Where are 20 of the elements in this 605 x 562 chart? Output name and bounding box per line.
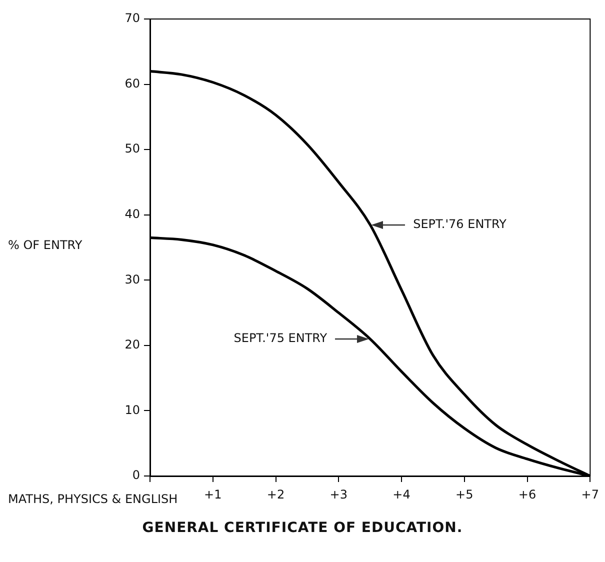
x-tick-label: +1 (204, 487, 222, 502)
text: GENERAL CERTIFICATE OF EDUCATION. (141, 520, 464, 536)
x-tick-label: +5 (456, 487, 474, 502)
y-axis-title: % OF ENTRY (8, 238, 82, 252)
x-axis-title: MATHS, PHYSICS & ENGLISH (8, 492, 178, 506)
x-tick-label: +3 (330, 487, 348, 502)
y-tick-label: 10 (124, 402, 140, 417)
x-tick-label: +2 (266, 487, 285, 502)
x-tick-label: +4 (392, 487, 410, 502)
y-tick-label: 60 (124, 76, 140, 90)
x-tick-label: +6 (518, 487, 536, 502)
y-tick-label: 20 (124, 338, 140, 352)
x-tick-label: +7 (581, 487, 600, 502)
y-tick-label: 40 (124, 206, 140, 221)
y-tick-label: 50 (124, 142, 140, 156)
y-tick-label: 0 (132, 468, 140, 482)
series-label: SEPT.'75 ENTRY (234, 331, 328, 346)
text: SEPT.'76 ENTRY (413, 216, 508, 231)
y-tick-label: 30 (124, 272, 140, 286)
y-tick-label: 70 (124, 11, 140, 26)
